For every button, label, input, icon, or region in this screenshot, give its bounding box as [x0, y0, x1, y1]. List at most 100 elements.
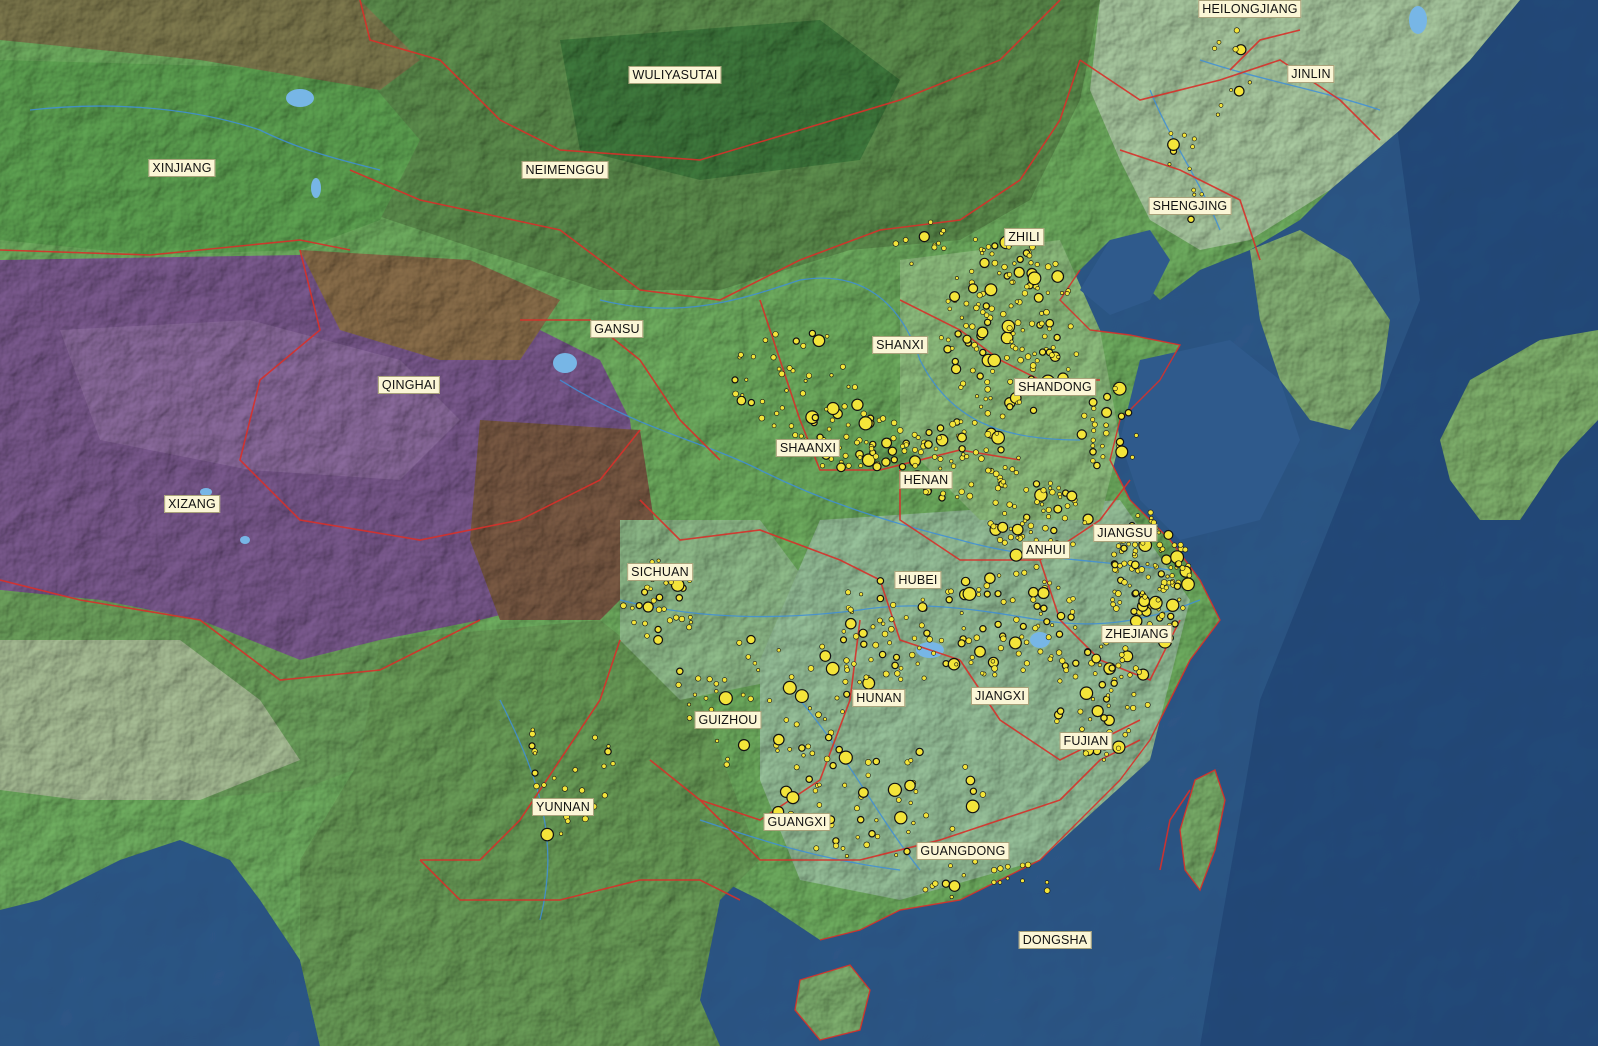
site-marker — [947, 306, 952, 312]
site-marker — [736, 395, 747, 406]
site-marker — [1127, 583, 1132, 588]
label-shaanxi[interactable]: SHAANXI — [775, 439, 841, 457]
label-heilongjiang[interactable]: HEILONGJIANG — [1198, 0, 1302, 18]
label-zhili[interactable]: ZHILI — [1004, 228, 1044, 246]
site-marker — [1106, 703, 1111, 708]
label-hunan[interactable]: HUNAN — [852, 689, 906, 707]
site-marker — [1212, 45, 1218, 51]
site-marker — [1012, 345, 1019, 352]
site-marker — [1171, 542, 1178, 548]
label-fujian[interactable]: FUJIAN — [1059, 732, 1113, 750]
site-marker — [1023, 639, 1030, 645]
site-marker — [663, 580, 669, 586]
site-marker — [736, 639, 743, 646]
site-marker — [1113, 605, 1120, 612]
site-marker — [973, 237, 978, 242]
site-marker — [864, 440, 869, 445]
site-marker — [933, 446, 939, 452]
site-marker — [922, 489, 929, 495]
site-marker — [1070, 541, 1076, 547]
site-marker — [909, 261, 914, 266]
site-marker — [891, 661, 899, 670]
site-marker — [994, 590, 1002, 598]
site-marker — [1002, 511, 1007, 516]
site-marker — [1177, 597, 1182, 602]
site-marker — [1120, 544, 1128, 553]
site-marker — [1119, 657, 1126, 663]
label-guangxi[interactable]: GUANGXI — [763, 813, 831, 831]
site-marker — [917, 602, 928, 613]
label-xizang[interactable]: XIZANG — [164, 495, 220, 513]
site-marker — [987, 353, 1002, 368]
site-marker — [826, 401, 840, 416]
site-marker — [881, 621, 886, 626]
label-jinlin[interactable]: JINLIN — [1287, 65, 1335, 83]
label-hubei[interactable]: HUBEI — [894, 571, 942, 589]
site-marker — [1232, 46, 1239, 53]
site-marker — [1043, 618, 1051, 626]
label-yunnan[interactable]: YUNNAN — [532, 798, 594, 816]
site-marker — [1006, 403, 1014, 411]
site-marker — [845, 589, 851, 596]
site-marker — [1117, 412, 1126, 420]
label-shandong[interactable]: SHANDONG — [1014, 378, 1096, 396]
site-marker — [887, 782, 903, 797]
site-marker — [1040, 502, 1045, 507]
label-jiangxi[interactable]: JIANGXI — [970, 687, 1030, 705]
site-marker — [572, 767, 578, 773]
label-jiangsu[interactable]: JIANGSU — [1093, 524, 1157, 542]
site-marker — [1020, 667, 1026, 673]
label-sichuan[interactable]: SICHUAN — [627, 563, 693, 581]
site-marker — [1045, 634, 1052, 641]
site-marker — [1147, 509, 1154, 516]
site-marker — [1040, 487, 1047, 494]
site-marker — [979, 257, 990, 269]
site-marker — [991, 665, 998, 672]
site-marker — [1045, 318, 1055, 328]
label-neimenggu[interactable]: NEIMENGGU — [521, 161, 609, 179]
site-marker — [1073, 625, 1078, 630]
label-shengjing[interactable]: SHENGJING — [1148, 197, 1232, 215]
site-marker — [1138, 566, 1146, 573]
label-anhui[interactable]: ANHUI — [1022, 541, 1070, 559]
site-marker — [918, 622, 925, 629]
label-zhejiang[interactable]: ZHEJIANG — [1101, 625, 1173, 643]
label-wuliyasutai[interactable]: WULIYASUTAI — [628, 66, 722, 84]
site-marker — [653, 634, 664, 645]
site-marker — [1015, 535, 1020, 540]
site-marker — [861, 453, 876, 467]
label-henan[interactable]: HENAN — [899, 471, 953, 489]
site-marker — [661, 606, 667, 612]
label-gansu[interactable]: GANSU — [590, 320, 644, 338]
site-marker — [1072, 659, 1080, 667]
label-dongsha[interactable]: DONGSHA — [1018, 931, 1092, 949]
site-marker — [895, 797, 902, 803]
label-guizhou[interactable]: GUIZHOU — [694, 711, 762, 729]
site-marker — [784, 388, 789, 393]
site-marker — [1005, 876, 1010, 881]
label-xinjiang[interactable]: XINJIANG — [148, 159, 216, 177]
site-marker — [842, 678, 849, 685]
site-marker — [703, 695, 709, 701]
site-marker — [687, 702, 692, 707]
site-marker — [936, 424, 945, 432]
label-shanxi[interactable]: SHANXI — [872, 336, 928, 354]
site-marker — [1049, 352, 1055, 358]
site-marker — [1004, 354, 1010, 361]
site-marker — [529, 730, 536, 738]
site-marker — [1001, 539, 1008, 546]
site-marker — [1247, 80, 1252, 85]
label-guangdong[interactable]: GUANGDONG — [916, 842, 1010, 860]
site-marker — [898, 463, 907, 471]
site-marker — [857, 679, 862, 685]
site-marker — [958, 488, 965, 495]
site-marker — [1082, 520, 1088, 526]
site-marker — [968, 660, 974, 665]
site-marker — [1024, 353, 1032, 360]
site-marker — [1091, 405, 1097, 411]
label-qinghai[interactable]: QINGHAI — [377, 376, 441, 394]
site-marker — [940, 490, 946, 497]
site-marker — [1187, 215, 1195, 224]
site-marker — [817, 782, 822, 788]
